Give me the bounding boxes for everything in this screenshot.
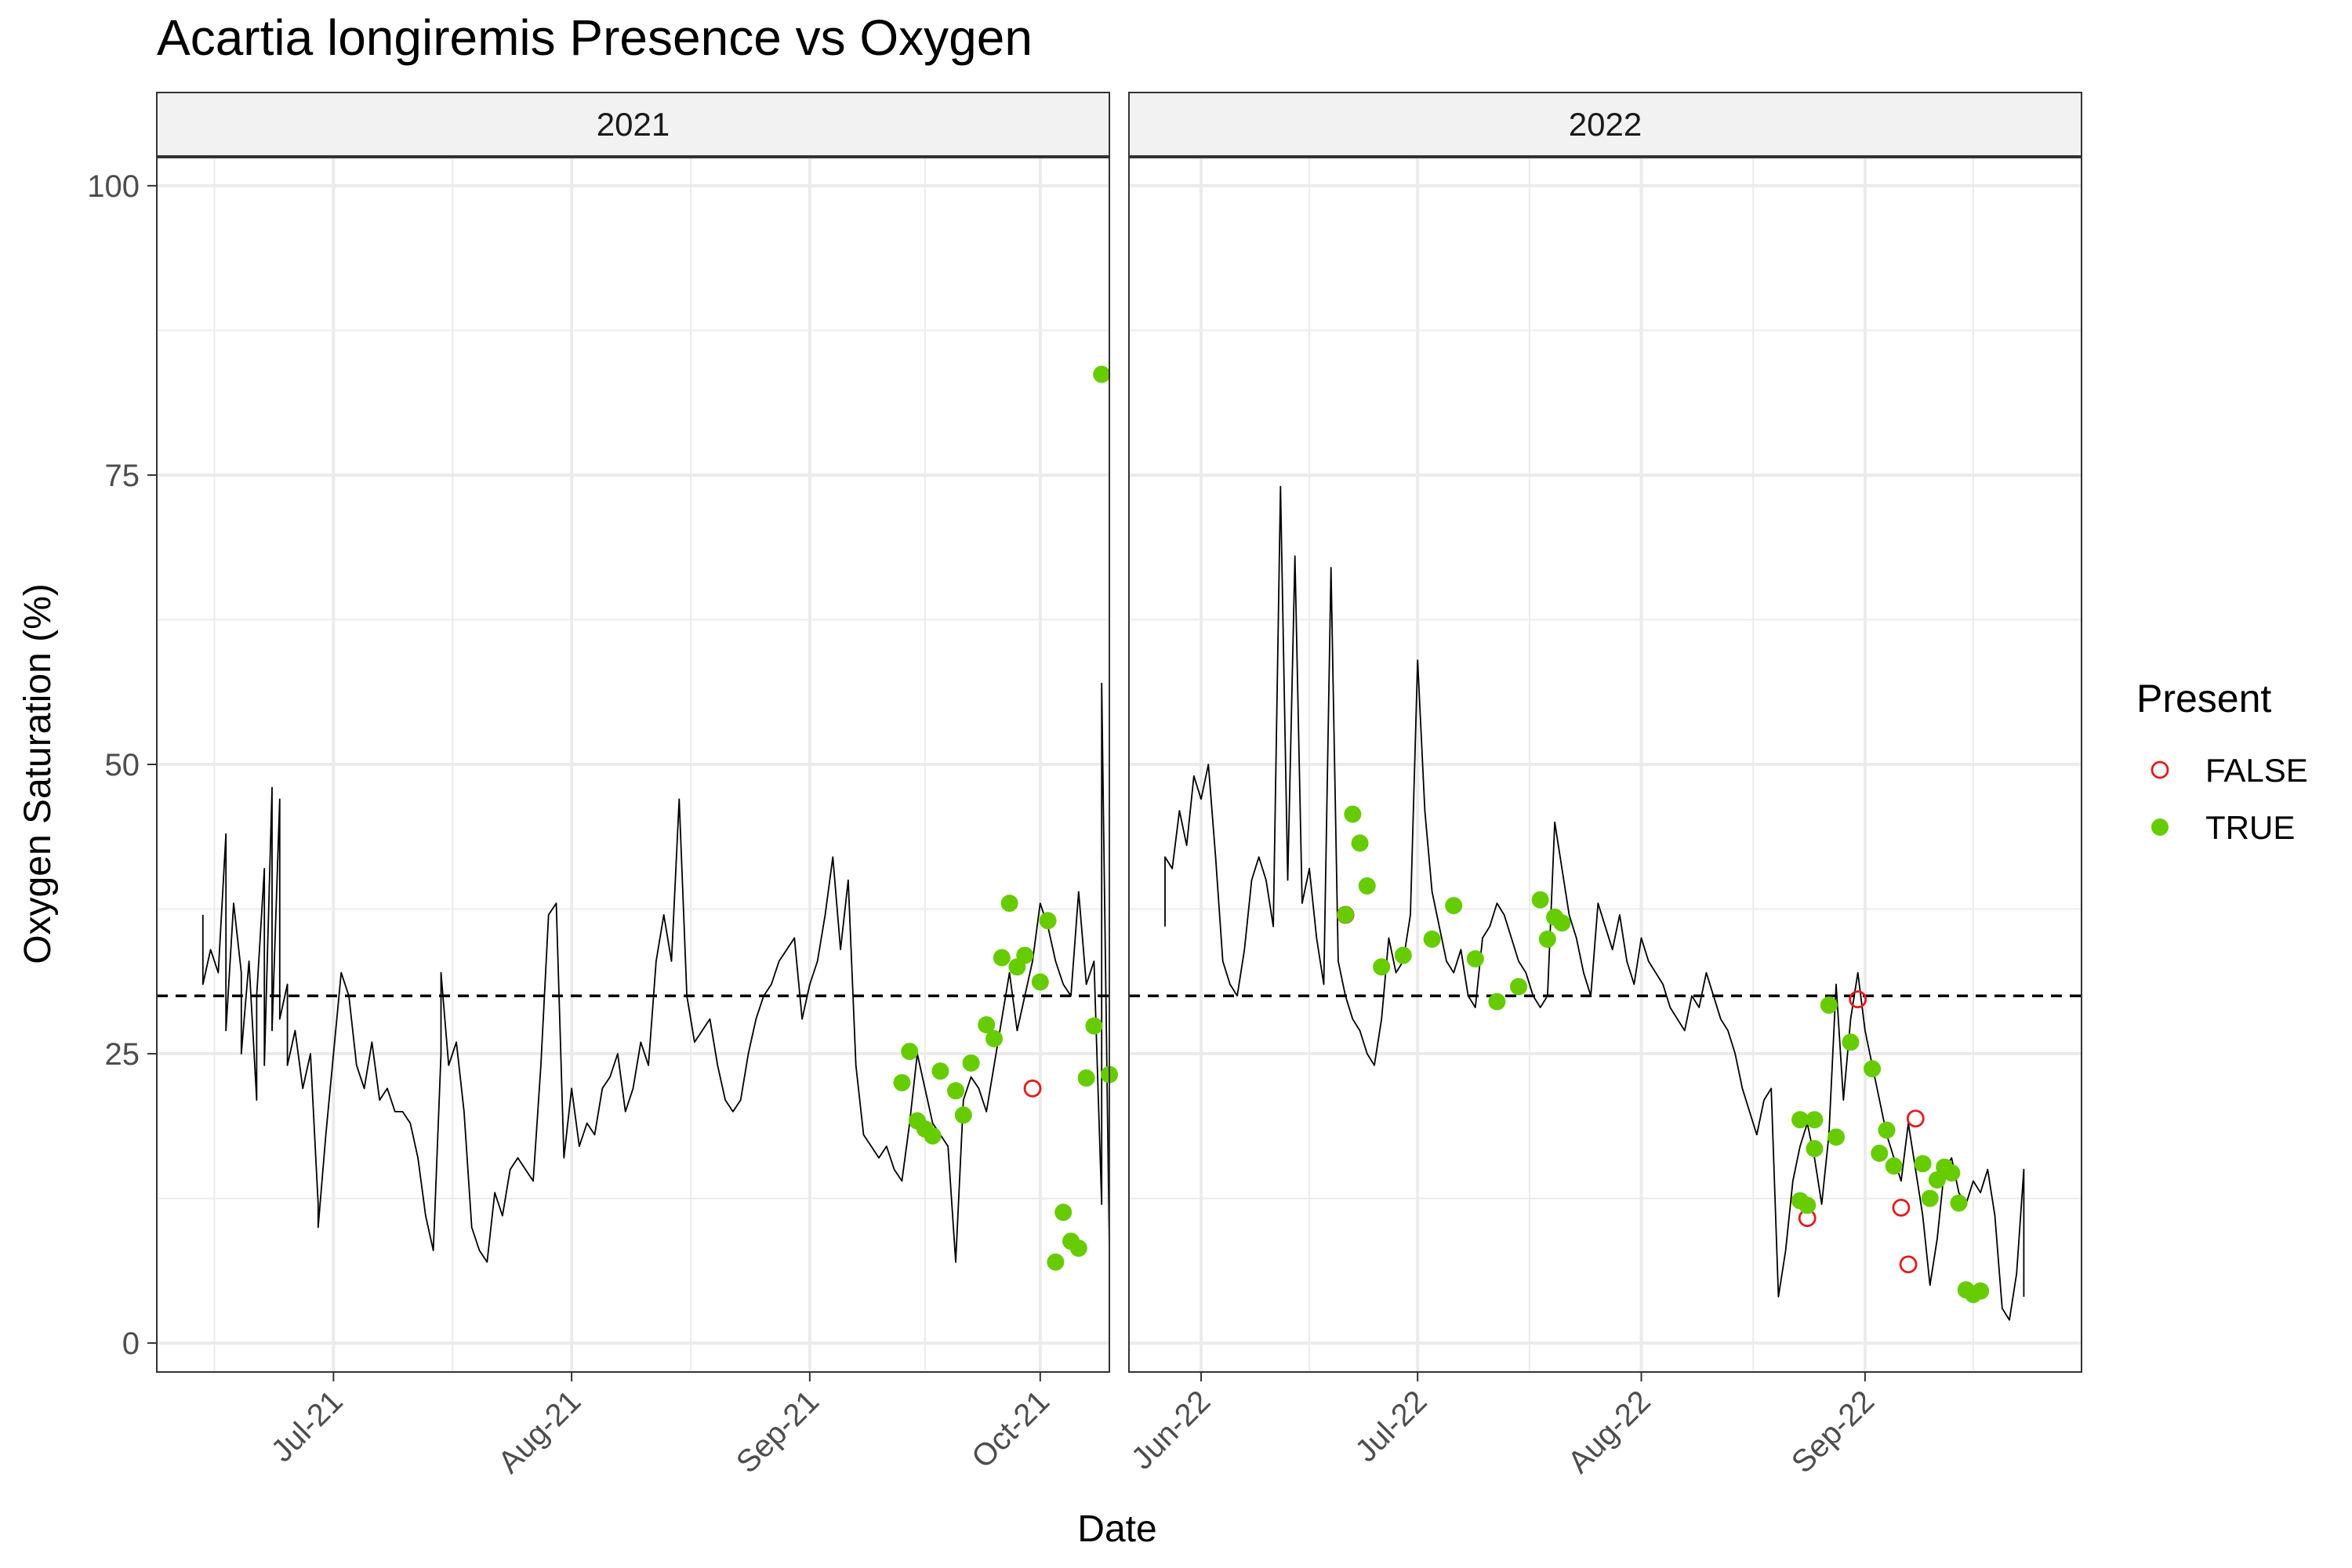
presence-point-true	[893, 1073, 911, 1091]
presence-point-true	[1510, 978, 1528, 996]
presence-point-true	[1972, 1282, 1990, 1300]
presence-point-true	[1394, 946, 1412, 964]
y-tick-label: 100	[87, 169, 140, 204]
presence-point-true	[1871, 1145, 1889, 1162]
presence-point-true	[1798, 1196, 1817, 1214]
legend-title: Present	[2136, 677, 2271, 720]
y-tick-label: 75	[105, 459, 140, 493]
presence-point-true	[962, 1054, 980, 1072]
facet-strip-label: 2021	[597, 106, 670, 143]
presence-point-false	[1906, 1109, 1925, 1128]
presence-point-true	[1047, 1253, 1065, 1271]
facet-strip	[156, 92, 1110, 158]
presence-point-true	[901, 1043, 919, 1061]
legend-label: TRUE	[2205, 809, 2295, 846]
presence-point-true	[931, 1062, 949, 1080]
y-tick-label: 50	[105, 748, 140, 782]
presence-point-false	[1849, 990, 1867, 1009]
presence-point-true	[1000, 895, 1018, 913]
presence-point-true	[1791, 1111, 1809, 1129]
presence-point-true	[1878, 1121, 1896, 1139]
presence-point-true	[1885, 1157, 1903, 1175]
presence-point-true	[1093, 365, 1111, 383]
presence-point-true	[1950, 1194, 1968, 1212]
presence-point-true	[978, 1016, 996, 1034]
presence-point-true	[1828, 1128, 1846, 1146]
presence-point-true	[985, 1029, 1004, 1047]
legend-key-false	[2151, 760, 2169, 779]
presence-point-false	[1899, 1255, 1918, 1274]
presence-point-true	[954, 1106, 972, 1124]
presence-point-true	[1842, 1033, 1860, 1051]
presence-point-true	[993, 949, 1011, 967]
presence-point-false	[1892, 1198, 1911, 1217]
presence-point-true	[1031, 973, 1049, 991]
oxygen-series-line	[201, 682, 1110, 1263]
presence-point-true	[1016, 946, 1034, 964]
chart-title: Acartia longiremis Presence vs Oxygen	[157, 9, 1033, 66]
presence-point-true	[1914, 1155, 1932, 1173]
legend: Present FALSE TRUE	[2136, 677, 2308, 846]
presence-point-true	[1864, 1060, 1882, 1078]
facet-strip	[1128, 92, 2082, 158]
presence-point-true	[1921, 1189, 1939, 1207]
presence-point-true	[1488, 993, 1506, 1011]
presence-point-true	[1077, 1069, 1095, 1087]
facet-strip-label: 2022	[1569, 106, 1642, 143]
presence-point-true	[1351, 834, 1369, 852]
legend-entries: FALSE TRUE	[2151, 752, 2308, 846]
legend-key-true	[2151, 818, 2169, 836]
presence-point-true	[1423, 930, 1441, 948]
presence-point-true	[1054, 1203, 1073, 1221]
presence-point-true	[1358, 877, 1376, 895]
presence-point-true	[947, 1082, 965, 1100]
x-axis-label: Date	[1077, 1508, 1156, 1550]
presence-point-true	[1344, 805, 1362, 823]
presence-point-true	[1337, 906, 1355, 924]
presence-point-true	[1069, 1240, 1087, 1258]
presence-point-true	[1820, 996, 1838, 1014]
y-axis-label: Oxygen Saturation (%)	[17, 583, 59, 964]
presence-point-true	[1538, 930, 1556, 948]
y-tick-label: 0	[122, 1327, 140, 1361]
presence-point-true	[1553, 914, 1571, 932]
presence-point-true	[1806, 1111, 1824, 1129]
presence-point-true	[1466, 950, 1484, 967]
legend-label: FALSE	[2205, 752, 2308, 789]
presence-point-true	[1373, 958, 1391, 976]
presence-point-true	[1085, 1017, 1103, 1035]
presence-point-true	[1928, 1171, 1946, 1189]
presence-point-true	[1806, 1140, 1824, 1158]
presence-point-true	[924, 1127, 942, 1145]
presence-point-true	[1943, 1164, 1961, 1182]
y-tick-label: 25	[105, 1037, 140, 1072]
presence-point-true	[1445, 897, 1463, 915]
presence-point-false	[1023, 1079, 1042, 1098]
presence-point-true	[1531, 891, 1549, 909]
presence-point-true	[1039, 912, 1057, 930]
